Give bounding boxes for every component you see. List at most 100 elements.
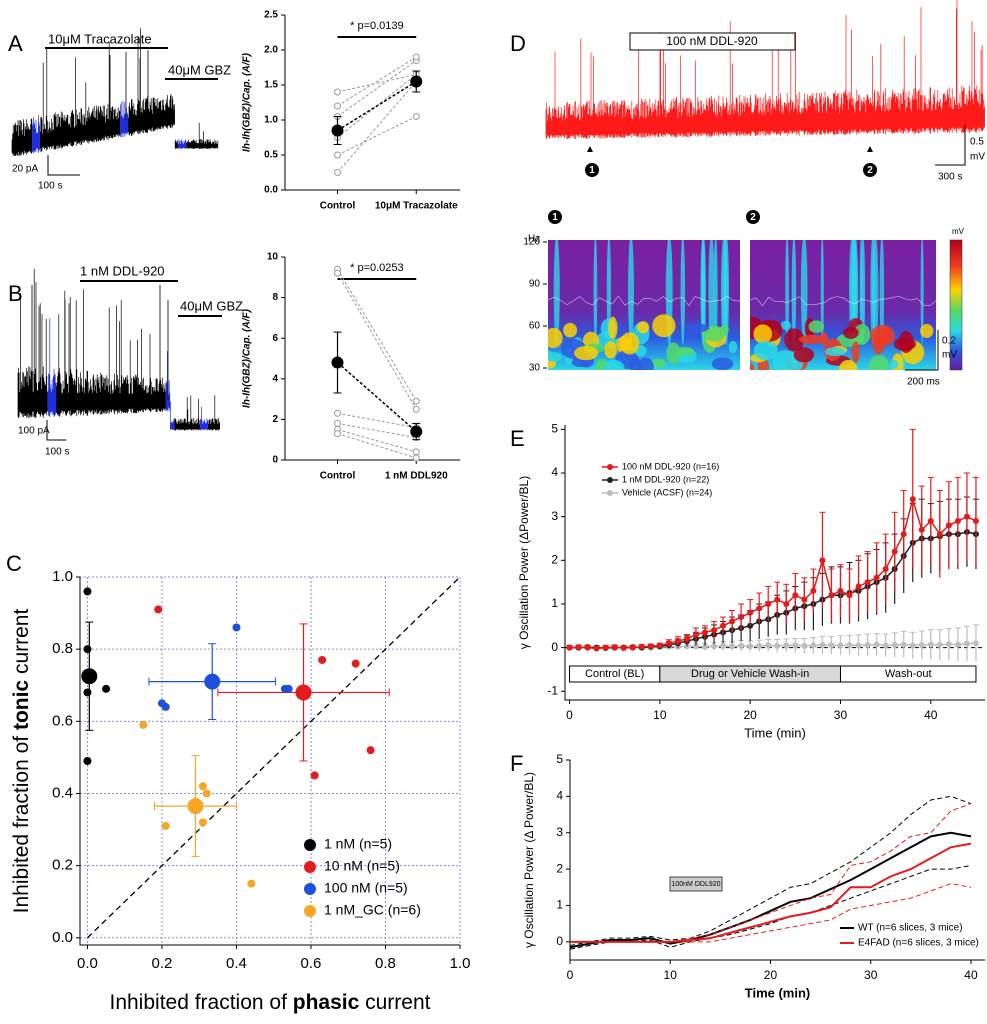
series-point: [665, 640, 672, 647]
spectrogram-ridge: [548, 295, 740, 307]
x-tick-label: 20: [743, 708, 757, 722]
legend-label: 1 nM_GC (n=6): [324, 902, 421, 918]
scale-x: 100 s: [45, 447, 69, 458]
drug-label: 100 nM DDL-920: [666, 34, 758, 48]
series-point: [954, 641, 961, 648]
scatter-point: [366, 746, 375, 755]
x-tick-label: 0.8: [375, 955, 396, 972]
pair-line: [337, 81, 417, 173]
x-tick-label: 0: [567, 968, 574, 982]
pair-point: [412, 448, 420, 456]
axes: [79, 577, 460, 946]
spectrogram-blob: [548, 327, 563, 349]
spectrogram-blob: [753, 324, 773, 344]
spectrogram-blob: [666, 342, 681, 365]
spectrogram-blob: [772, 350, 799, 370]
series-point: [801, 642, 808, 649]
x-tick-label: 1.0: [450, 955, 471, 972]
y-tick-label: 4: [551, 465, 558, 479]
y-unit: Hz: [528, 234, 540, 245]
drug-box: [629, 32, 796, 51]
phase-label: Control (BL): [585, 668, 644, 680]
series-point: [855, 583, 862, 590]
scatter-point: [310, 771, 319, 780]
spectrogram-streak: [879, 240, 885, 345]
x-tick-label: 0.6: [301, 955, 322, 972]
series-point: [918, 642, 925, 648]
spectrogram: [548, 240, 740, 370]
x-tick-label: 0.2: [152, 955, 173, 972]
y-axis-label: Ih-Ih(GBZ)/Cap. (A/F): [242, 52, 253, 152]
series-point: [765, 642, 772, 649]
y-tick-label: 2: [551, 552, 558, 566]
spectrogram-streak: [680, 240, 686, 345]
legend-label: 10 nM (n=5): [324, 858, 400, 874]
y-tick-label: 5: [556, 752, 563, 766]
scatter-point: [232, 623, 241, 632]
spectrogram-blob: [603, 359, 625, 370]
scatter-point: [161, 821, 170, 830]
series-line: [569, 496, 977, 650]
pair-point: [334, 151, 341, 159]
pair-point: [412, 113, 420, 120]
spectrogram-blob: [920, 323, 934, 338]
blocker-label: 40μM GBZ: [180, 298, 243, 313]
phase-box: [839, 665, 977, 683]
series-point: [674, 638, 681, 645]
phase-label: Drug or Vehicle Wash-in: [691, 668, 809, 680]
series-point: [738, 614, 745, 621]
marker-badge: [585, 163, 599, 177]
series-point: [909, 496, 916, 503]
pair-point: [334, 169, 341, 176]
spectrogram-blob: [650, 358, 667, 368]
series-point: [729, 618, 736, 625]
scatter-point: [198, 818, 207, 827]
series-point: [855, 642, 862, 649]
scale-x: 200 ms: [907, 377, 940, 388]
series-point: [611, 644, 618, 651]
y-tick-label: 0.2: [52, 857, 73, 874]
y-tick-label: 0.4: [52, 784, 73, 801]
y-tick-label: 1: [551, 596, 558, 610]
spectrogram-blob: [620, 332, 640, 355]
marker-number: 2: [867, 165, 873, 176]
spectrogram-blob: [890, 359, 899, 369]
spectrogram-blob: [843, 326, 859, 339]
spectrogram-blob: [702, 325, 726, 342]
pair-line: [337, 433, 417, 459]
spectrogram-streak: [920, 240, 924, 345]
x-tick-label: Control: [320, 201, 356, 212]
legend-swatch: [607, 490, 613, 496]
series-point: [819, 557, 826, 564]
scatter-point: [202, 789, 211, 798]
pair-point: [334, 419, 341, 427]
series-point: [711, 627, 718, 634]
y-axis-label-part: Inhibited fraction of: [10, 730, 33, 913]
pair-line: [337, 412, 417, 429]
panel-label: B: [8, 281, 23, 306]
mean-point: [410, 425, 423, 438]
spectrogram-streak: [593, 240, 598, 345]
spectrogram-blob: [851, 341, 860, 363]
spectrogram-blob: [808, 320, 825, 333]
series-point: [683, 635, 690, 642]
spectrogram-ridge: [750, 296, 936, 307]
series-point: [783, 642, 790, 649]
x-tick-label: 0.0: [77, 955, 98, 972]
series-line: [569, 831, 972, 949]
y-tick-label: 3: [551, 509, 558, 523]
mean-point: [295, 684, 312, 701]
series-point: [873, 574, 880, 581]
scale-bar: [47, 155, 80, 176]
series-point: [954, 518, 961, 525]
series-point: [738, 642, 745, 649]
pair-line: [337, 74, 417, 93]
series-point: [720, 642, 727, 649]
scatter-point: [154, 605, 163, 614]
x-tick-label: 0: [566, 708, 573, 722]
series-point: [620, 645, 627, 652]
marker-badge: [746, 210, 760, 224]
series-point: [927, 641, 934, 648]
x-tick-label: Control: [320, 471, 356, 482]
y-tick-label: 0.8: [52, 640, 73, 657]
